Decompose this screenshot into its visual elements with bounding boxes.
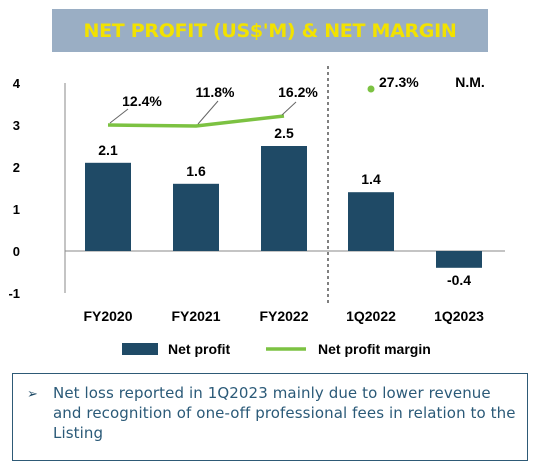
net-profit-bar xyxy=(173,183,219,251)
net-margin-point xyxy=(367,85,375,93)
y-tick-label: 2 xyxy=(13,160,20,175)
margin-value-label: 12.4% xyxy=(122,93,162,109)
x-category-label: 1Q2022 xyxy=(346,308,396,324)
margin-value-label: 16.2% xyxy=(278,84,318,100)
legend-label-net-profit: Net profit xyxy=(168,341,231,357)
x-category-label: FY2020 xyxy=(83,308,132,324)
x-category-label: 1Q2023 xyxy=(434,308,484,324)
bar-value-label: 1.4 xyxy=(361,171,381,187)
margin-value-label: 27.3% xyxy=(379,74,419,90)
y-tick-label: 4 xyxy=(13,76,21,91)
chart-title: NET PROFIT (US$'M) & NET MARGIN xyxy=(83,19,457,42)
net-profit-bar xyxy=(436,251,482,268)
legend-label-net-margin: Net profit margin xyxy=(318,341,431,357)
legend-swatch-net-profit xyxy=(122,343,158,355)
bar-value-label: 2.1 xyxy=(98,142,118,158)
arrow-bullet-icon: ➢ xyxy=(27,387,38,402)
commentary-box: ➢ Net loss reported in 1Q2023 mainly due… xyxy=(12,373,528,461)
net-profit-bar xyxy=(85,162,131,251)
y-tick-label: 3 xyxy=(13,118,20,133)
net-profit-bar xyxy=(261,146,307,251)
bar-value-label: 2.5 xyxy=(274,125,294,141)
net-profit-chart: 4 3 2 1 0 -1 2.1 1.6 2.5 1.4 -0.4 FY2020 FY2021 FY202… xyxy=(8,66,505,357)
x-category-label: FY2022 xyxy=(259,308,308,324)
chart-title-banner: NET PROFIT (US$'M) & NET MARGIN xyxy=(52,9,488,52)
bar-value-label: 1.6 xyxy=(186,163,206,179)
commentary-text: Net loss reported in 1Q2023 mainly due t… xyxy=(53,384,516,442)
x-category-label: FY2021 xyxy=(171,308,220,324)
y-tick-label: 1 xyxy=(13,202,20,217)
margin-value-label: 11.8% xyxy=(196,84,235,100)
y-tick-label: -1 xyxy=(8,286,20,301)
net-profit-bar xyxy=(348,192,394,251)
bar-value-label: -0.4 xyxy=(447,272,471,288)
margin-label-leader xyxy=(109,108,129,124)
net-margin-line xyxy=(107,114,285,128)
margin-label-leader xyxy=(197,100,219,125)
margin-value-label: N.M. xyxy=(455,74,485,90)
margin-label-leader xyxy=(281,101,297,116)
y-tick-label: 0 xyxy=(13,244,20,259)
